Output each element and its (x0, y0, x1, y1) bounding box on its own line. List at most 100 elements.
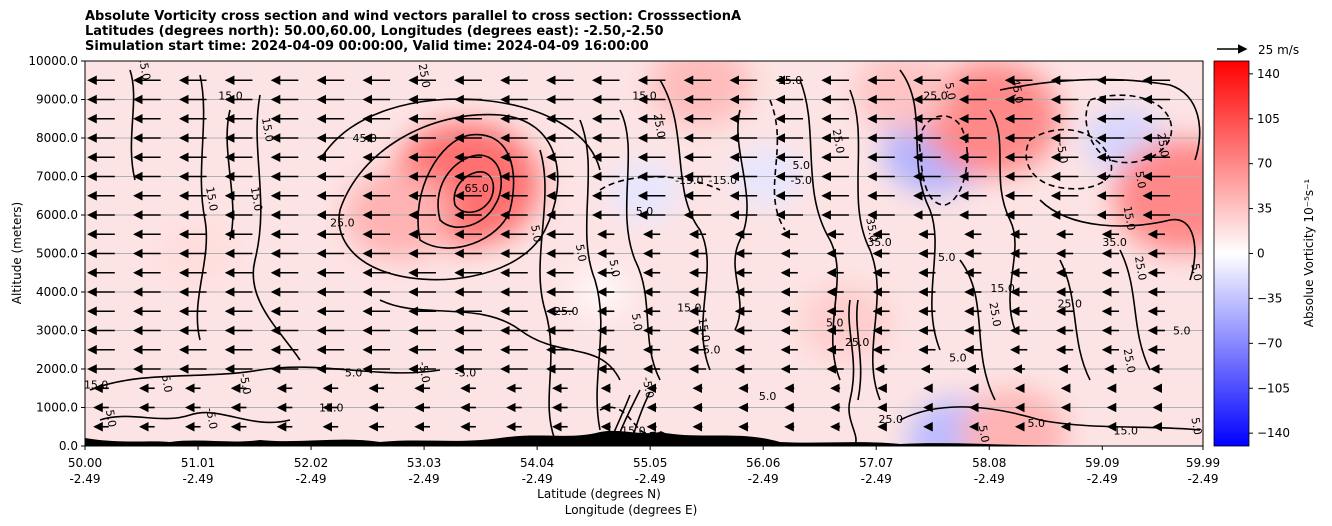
contour-label: 5.0 (1188, 416, 1204, 435)
contour-line (89, 366, 441, 391)
colorbar-tick-label: 140 (1257, 67, 1280, 81)
contour-line (856, 299, 862, 401)
contour-label: 5.0 (792, 159, 810, 172)
x-tick-label-latitude: 52.02 (294, 456, 328, 470)
contour-label: 5.0 (1188, 262, 1204, 281)
contour-label: 5.0 (629, 312, 645, 331)
y-tick-label: 7000.0 (36, 170, 78, 184)
x-tick-label-latitude: 51.01 (181, 456, 215, 470)
contour-line (539, 149, 556, 441)
quiver-key-label: 25 m/s (1258, 43, 1299, 57)
contour-line (899, 69, 941, 351)
y-axis-label: Altitude (meters) (10, 202, 24, 304)
x-tick-label-latitude: 53.03 (407, 456, 441, 470)
plot-area: 15.0 25.015.015.025.015.0 15.045.065.05.0-… (84, 61, 1204, 446)
y-tick-label: 8000.0 (36, 131, 78, 145)
contour-label: 5.0 (636, 205, 654, 218)
contour-label: 15.0 (203, 186, 220, 212)
contour-label: 35.0 (867, 236, 892, 249)
contour-label: 25.0 (830, 128, 847, 154)
colorbar-tick-label: −140 (1257, 426, 1290, 440)
contour-label: 5.0 (942, 81, 958, 100)
wind-vectors (87, 75, 1171, 432)
contour-label: 5.0 (528, 224, 544, 243)
terrain-profile (85, 430, 1203, 446)
terrain-fill (85, 430, 1203, 446)
contour-label: 25.0 (1058, 297, 1083, 310)
vorticity-blob (960, 389, 1068, 446)
colorbar-label: Absolue Vorticity 10⁻⁵s⁻¹ (1302, 179, 1316, 328)
y-tick-label: 1000.0 (36, 401, 78, 415)
x-tick-label-longitude: -2.49 (522, 472, 553, 486)
contour-label: 15.0 (990, 282, 1015, 295)
x-tick-label-longitude: -2.49 (974, 472, 1005, 486)
x-tick-label-latitude: 59.99 (1186, 456, 1220, 470)
contour-line (1025, 128, 1113, 190)
x-tick-label-latitude: 59.09 (1085, 456, 1119, 470)
contour-label: 5.0 (976, 424, 992, 443)
chart-title-line-3: Simulation start time: 2024-04-09 00:00:… (85, 39, 649, 54)
contour-label: 15.0 (248, 186, 265, 212)
colorbar-tick-label: −105 (1257, 381, 1290, 395)
y-tick-label: 3000.0 (36, 324, 78, 338)
contour-label: -5.0 (416, 361, 433, 384)
contour-label: 25.0 (1132, 255, 1149, 281)
contour-label: 5.0 (703, 344, 721, 357)
contour-line (99, 411, 291, 424)
contour-lines (89, 69, 1201, 446)
colorbar-tick-label: 105 (1257, 112, 1280, 126)
x-tick-label-latitude: 55.05 (633, 456, 667, 470)
contour-label: 25.0 (923, 90, 948, 103)
contour-label: 15.0 (1121, 205, 1138, 231)
contour-line (848, 299, 857, 446)
contour-line (1119, 249, 1151, 371)
contour-label: 5.0 (159, 374, 175, 393)
contour-line (899, 406, 1201, 431)
x-tick-label-longitude: -2.49 (409, 472, 440, 486)
vorticity-blob (923, 61, 1060, 176)
contour-label: -5.0 (203, 407, 220, 430)
contour-line (196, 74, 208, 341)
contour-label: 25.0 (416, 63, 433, 89)
y-axis: 0.0 1000.0 2000.0 3000.0 4000.0 5000.0 6000.0 7… (28, 54, 85, 453)
x-tick-label-latitude: 56.06 (746, 456, 780, 470)
contour-label: 15.0 (84, 378, 109, 391)
contour-label: 25.0 (330, 217, 355, 230)
contour-line (437, 154, 502, 229)
x-tick-label-longitude: -2.49 (1087, 472, 1118, 486)
contour-label: 5.0 (573, 243, 589, 262)
contour-label: 15.0 (677, 301, 702, 314)
contour-label: 5.0 (938, 251, 956, 264)
contour-line (999, 78, 1201, 161)
contour-line (659, 79, 711, 371)
x-axis: 50.00 -2.49 51.01 -2.49 52.02 -2.49 53.03 -2.49… (68, 446, 1220, 486)
contour-label: 25.0 (1121, 347, 1138, 373)
contour-label: 5.0 (759, 390, 777, 403)
contour-label: 5.0 (103, 409, 119, 428)
contour-label: 25.0 (986, 301, 1003, 327)
colorbar-scale (1213, 60, 1250, 447)
x-tick-label-latitude: 57.07 (859, 456, 893, 470)
contour-label: 15.0 (621, 424, 646, 437)
x-tick-label-longitude: -2.49 (1187, 472, 1218, 486)
x-tick-label-longitude: -2.49 (182, 472, 213, 486)
quiver-key: 25 m/s (1217, 43, 1299, 57)
contour-label: -5.0 (791, 174, 812, 187)
x-tick-label-longitude: -2.49 (69, 472, 100, 486)
x-tick-label-longitude: -2.49 (635, 472, 666, 486)
x-tick-label-longitude: -2.49 (296, 472, 327, 486)
colorbar-tick-label: −70 (1257, 336, 1282, 350)
colorbar-tick-label: −35 (1257, 291, 1282, 305)
y-tick-label: 5000.0 (36, 247, 78, 261)
x-tick-label-latitude: 50.00 (68, 456, 102, 470)
colorbar-tick-label: 0 (1257, 247, 1265, 261)
contour-label: 5.0 (949, 351, 967, 364)
y-tick-label: 6000.0 (36, 208, 78, 222)
vorticity-blob (650, 61, 751, 127)
contour-label: 5.0 (1173, 324, 1191, 337)
vorticity-blob (854, 61, 950, 132)
x-tick-label-latitude: 54.04 (520, 456, 554, 470)
y-tick-label: 9000.0 (36, 93, 78, 107)
x-tick-label-longitude: -2.49 (861, 472, 892, 486)
